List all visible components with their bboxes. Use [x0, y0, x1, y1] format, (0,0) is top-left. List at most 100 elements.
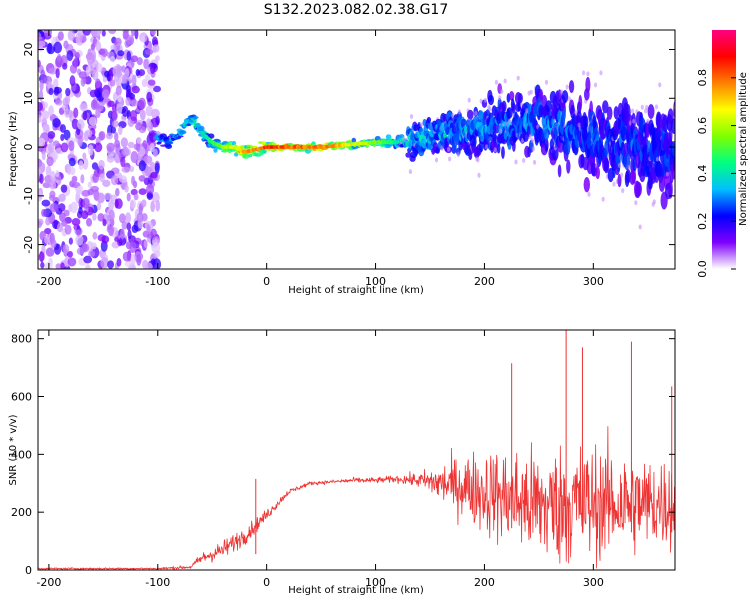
spectrogram-cell: [601, 196, 605, 202]
spectrogram-cell: [544, 137, 549, 152]
spectrogram-cell: [72, 176, 78, 184]
spectrogram-cell: [501, 146, 505, 159]
spectrogram-cell: [256, 152, 260, 155]
spectrogram-cell: [551, 146, 559, 161]
spectrogram-cell: [476, 157, 480, 163]
spectrogram-cell: [517, 93, 523, 104]
spectrogram-cell: [485, 144, 489, 150]
spectrogram-cell: [49, 180, 57, 190]
spectrogram-cell: [104, 70, 110, 78]
spectrogram-cell: [636, 182, 642, 197]
spectrogram-cell: [91, 49, 97, 62]
spectrogram-cell: [38, 31, 42, 42]
spectrogram-cell: [658, 175, 666, 192]
spectrogram-cell: [634, 200, 638, 206]
spectrogram-cell: [121, 166, 130, 173]
snr-panel: -200 -100 0 100 200 300 0 200 400 600 800 Height o…: [8, 329, 676, 596]
spectrogram-cell: [82, 197, 90, 209]
spectrogram-cell: [60, 184, 68, 193]
spectrogram-cell: [38, 220, 43, 229]
spectrogram-cell: [100, 257, 109, 269]
spectrogram-cell: [131, 175, 136, 186]
spectrogram-xtick-label: 100: [365, 275, 386, 288]
spectrogram-heatmap: [38, 30, 675, 269]
spectrogram-cell: [645, 105, 649, 111]
spectrogram-cell: [45, 217, 51, 226]
spectrogram-cell: [640, 104, 644, 110]
spectrogram-cell: [62, 62, 68, 70]
spectrogram-cell: [97, 213, 105, 222]
spectrogram-cell: [566, 159, 571, 174]
spectrogram-ytick-label: 10: [22, 91, 35, 105]
spectrogram-cell: [134, 30, 139, 40]
spectrogram-ytick-label: 20: [22, 43, 35, 57]
spectrogram-cell: [70, 75, 76, 85]
spectrogram-cell: [119, 175, 128, 183]
spectrogram-cell: [138, 203, 143, 216]
spectrogram-cell: [38, 59, 41, 68]
spectrogram-cell: [124, 68, 130, 78]
colorbar-tick-label: 0.6: [696, 117, 709, 135]
spectrogram-cell: [102, 218, 107, 227]
spectrogram-cell: [98, 173, 106, 183]
spectrogram-cell: [146, 91, 153, 103]
spectrogram-cell: [87, 188, 95, 196]
spectrogram-cell: [91, 242, 97, 250]
spectrogram-xlabel: Height of straight line (km): [288, 285, 424, 296]
spectrogram-cell: [46, 156, 54, 167]
spectrogram-cell: [526, 124, 532, 138]
spectrogram-cell: [568, 80, 575, 93]
colorbar-ticks: 0.0 0.2 0.4 0.6 0.8: [696, 69, 736, 278]
spectrogram-cell: [409, 113, 414, 119]
spectrogram-cell: [82, 30, 92, 36]
spectrogram-cell: [68, 140, 75, 152]
spectrogram-cell: [58, 193, 66, 202]
spectrogram-cell: [108, 209, 115, 221]
spectrogram-cell: [672, 155, 675, 172]
colorbar-tick-label: 0.4: [696, 165, 709, 183]
spectrogram-cell: [126, 192, 131, 202]
spectrogram-cell: [153, 85, 162, 93]
spectrogram-cell: [121, 105, 129, 117]
spectrogram-cell: [472, 136, 477, 147]
spectrogram-cell: [654, 104, 659, 110]
spectrogram-cell: [82, 242, 88, 252]
spectrogram-cell: [198, 125, 205, 132]
spectrogram-cell: [655, 156, 660, 162]
spectrogram-cell: [60, 133, 65, 142]
spectrogram-cell: [85, 217, 93, 227]
spectrogram-cell: [96, 202, 102, 211]
spectrogram-cell: [583, 121, 588, 137]
colorbar-gradient: [712, 30, 736, 269]
spectrogram-cell: [627, 164, 631, 170]
spectrogram-cell: [92, 212, 97, 221]
spectrogram-cell: [116, 257, 122, 267]
spectrogram-cell: [73, 107, 79, 119]
spectrogram-cell: [91, 69, 99, 81]
spectrogram-cell: [147, 192, 153, 199]
spectrogram-cell: [150, 228, 157, 238]
spectrogram-cell: [466, 109, 474, 120]
spectrogram-xtick-label: -200: [36, 275, 61, 288]
spectrogram-cell: [57, 53, 62, 62]
spectrogram-cell: [483, 97, 488, 103]
spectrogram-cell: [55, 170, 60, 178]
spectrogram-cell: [647, 104, 655, 119]
spectrogram-ytick-label: -20: [22, 236, 35, 254]
spectrogram-cell: [408, 169, 412, 175]
spectrogram-cell: [426, 116, 432, 124]
spectrogram-cell: [146, 118, 152, 128]
spectrogram-cell: [512, 102, 516, 114]
spectrogram-cell: [507, 118, 512, 124]
spectrogram-cell: [48, 105, 54, 116]
spectrogram-cell: [154, 162, 160, 174]
spectrogram-cell: [246, 144, 253, 147]
spectrogram-cell: [38, 137, 46, 148]
spectrogram-cell: [129, 165, 135, 173]
spectrogram-cell: [102, 75, 108, 83]
colorbar: 0.0 0.2 0.4 0.6 0.8 Normalized spectral ampl…: [696, 30, 749, 278]
spectrogram-cell: [68, 157, 76, 167]
spectrogram-cell: [96, 63, 103, 73]
spectrogram-cell: [41, 208, 47, 217]
spectrogram-cell: [494, 79, 499, 85]
